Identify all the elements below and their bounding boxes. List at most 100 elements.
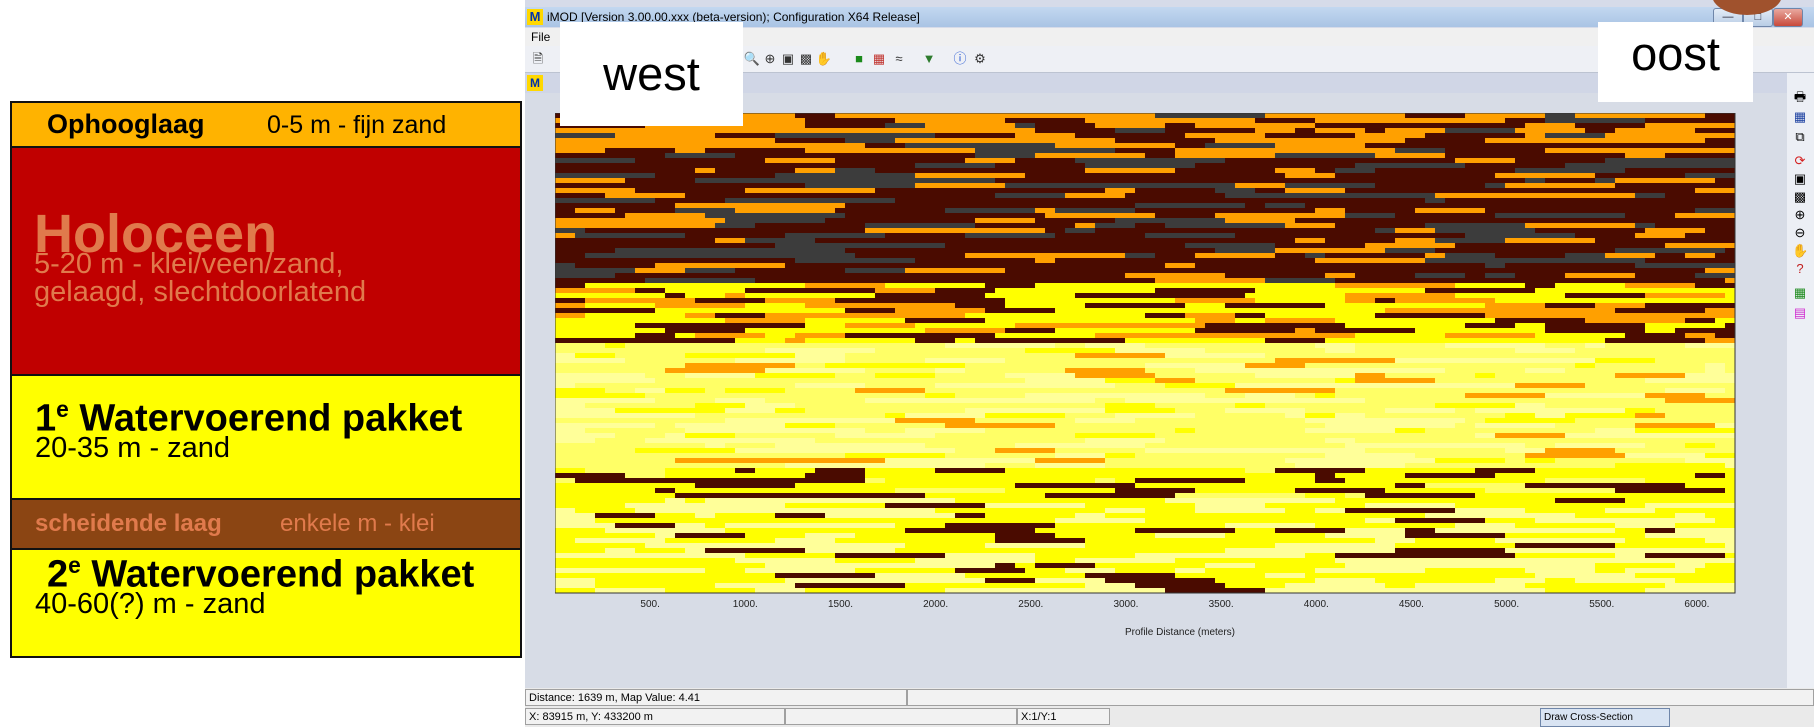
section-cell [1515,553,1616,559]
section-cell [1375,313,1486,319]
section-cell [555,308,656,314]
copy-icon[interactable]: ⧉ [1795,129,1805,144]
menu-file[interactable]: File [531,30,551,44]
section-cell [765,313,826,319]
section-cell [1315,143,1366,149]
section-cell [955,168,1056,174]
section-cell [745,393,816,399]
section-cell [1705,248,1726,254]
section-cell [1055,183,1126,189]
section-cell [1095,228,1126,234]
section-cell [555,573,606,579]
section-cell [625,358,686,364]
section-cell [1055,448,1146,454]
zoom-in-icon-2[interactable]: ⊕ [1794,207,1806,222]
section-cell [1105,313,1146,319]
section-cell [675,493,746,499]
taskbar-draw-cross-section[interactable]: Draw Cross-Section [1540,708,1670,727]
section-cell [1725,428,1736,434]
section-cell [1415,328,1456,334]
section-cell [705,578,786,584]
image-icon[interactable]: ▦ [1793,285,1807,300]
zoom-out-icon[interactable]: ⊕ [764,51,776,66]
section-cell [1215,483,1326,489]
section-cell [1645,258,1666,264]
section-cell [845,438,896,444]
section-cell [1005,488,1116,494]
section-cell [555,488,656,494]
section-cell [725,218,826,224]
section-cell [1295,463,1406,469]
section-cell [685,313,716,319]
section-cell [1525,223,1636,229]
zoom-box-icon[interactable]: ▣ [781,51,795,66]
settings-icon[interactable]: ⚙ [974,51,986,66]
section-cell [715,338,736,344]
section-cell [1435,533,1506,539]
section-cell [825,218,866,224]
map-layer-icon[interactable]: ■ [855,51,863,66]
section-cell [1005,303,1086,309]
section-cell [1335,173,1446,179]
section-cell [555,528,606,534]
section-cell [935,158,966,164]
save-icon[interactable]: ▦ [1793,109,1807,124]
section-cell [1725,363,1736,369]
3d-view-icon[interactable]: ▦ [872,51,886,66]
zoom-box-icon-2[interactable]: ▩ [1793,189,1807,204]
section-cell [1475,193,1556,199]
zoom-out-icon-2[interactable]: ⊖ [1794,225,1806,240]
section-cell [555,343,606,349]
section-cell [1135,188,1216,194]
fit-icon[interactable]: ▣ [1793,171,1807,186]
section-cell [955,388,1046,394]
section-cell [1155,278,1266,284]
section-cell [1705,403,1736,409]
cross-section-icon[interactable]: ▼ [922,51,936,66]
section-cell [695,333,766,339]
section-cell [885,458,966,464]
info-icon[interactable]: ⓘ [953,51,967,66]
section-cell [845,333,906,339]
refresh-icon[interactable]: ⟳ [1794,153,1806,168]
query-icon[interactable]: ? [1796,261,1804,276]
section-cell [675,488,746,494]
section-cell [745,173,776,179]
section-cell [1335,378,1356,384]
section-cell [1455,408,1476,414]
section-cell [1695,473,1726,479]
section-cell [1655,138,1706,144]
section-cell [555,478,576,484]
pan-icon-2[interactable]: ✋ [1792,243,1809,258]
section-cell [1175,458,1266,464]
section-cell [905,428,986,434]
legend-icon[interactable]: ▤ [1793,305,1807,320]
new-file-icon[interactable]: 🗎 [532,51,544,66]
cross-section-plot[interactable]: 50-5-10-15-20-25-30-35-40-45-50 500.1000… [555,113,1761,665]
section-cell [1615,268,1666,274]
section-cell [1605,158,1696,164]
section-cell [1125,538,1176,544]
section-cell [1105,378,1156,384]
section-cell [1235,423,1296,429]
section-cell [645,373,686,379]
section-cell [1225,193,1326,199]
section-cell [1475,423,1556,429]
pan-hand-icon[interactable]: ✋ [815,51,833,66]
print-icon[interactable]: 🖶 [1793,89,1807,104]
graph-icon[interactable]: ≈ [895,51,903,66]
close-button[interactable]: ✕ [1773,8,1803,27]
section-cell [1485,138,1596,144]
section-cell [1205,323,1316,329]
zoom-extent-icon[interactable]: ▩ [799,51,813,66]
section-cell [1445,333,1536,339]
section-cell [655,423,676,429]
section-cell [1395,428,1426,434]
section-cell [555,443,616,449]
section-cell [1445,253,1496,259]
zoom-in-icon[interactable]: 🔍 [743,51,761,66]
section-cell [1365,323,1466,329]
section-cell [1025,498,1136,504]
section-cell [1105,463,1176,469]
section-cell [1365,403,1436,409]
